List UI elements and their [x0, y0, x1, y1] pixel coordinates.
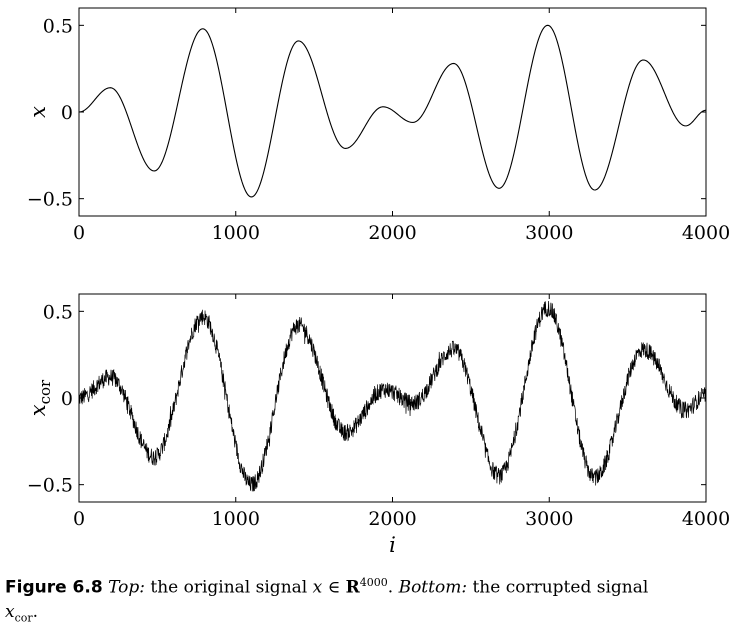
bottom-ylabel: xcor — [26, 379, 54, 416]
caption-top-label: Top: — [108, 577, 145, 598]
figure-number: Figure 6.8 — [5, 577, 103, 598]
bottom-xtick-label: 1000 — [212, 508, 260, 530]
top-xtick-label: 2000 — [368, 222, 416, 244]
bottom-xtick-label: 0 — [73, 508, 85, 530]
caption-top-text: the original signal — [144, 577, 313, 598]
caption-xcor: x — [5, 601, 15, 622]
top-series-x — [79, 24, 706, 198]
caption-end: . — [32, 601, 39, 622]
top-ytick-label: 0 — [61, 102, 73, 124]
top-xtick-label: 3000 — [525, 222, 573, 244]
bottom-xtick-label: 3000 — [525, 508, 573, 530]
top-xtick-label: 1000 — [212, 222, 260, 244]
caption-xcor-sub: cor — [14, 611, 33, 625]
bottom-xlabel: i — [389, 533, 396, 557]
caption-math-x: x — [312, 577, 323, 598]
figure: 0 1000 2000 3000 4000−0.500.5x 0 1000 2000 3000… — [26, 7, 730, 557]
bottom-ytick-label: 0 — [61, 388, 73, 410]
top-plot: 0 1000 2000 3000 4000−0.500.5x — [26, 7, 730, 244]
figure-caption: Figure 6.8 Top: the original signal x ∈ … — [5, 571, 735, 630]
top-xtick-label: 4000 — [682, 222, 730, 244]
bottom-series-x_cor — [79, 300, 706, 492]
bottom-ytick-label: 0.5 — [43, 301, 73, 323]
top-ytick-label: 0.5 — [43, 15, 73, 37]
top-plot-frame — [78, 7, 707, 217]
top-ytick-label: −0.5 — [27, 189, 73, 211]
caption-bottom-text: the corrupted signal — [467, 577, 649, 598]
caption-bottom-label: Bottom: — [398, 577, 468, 598]
caption-exp: 4000 — [359, 576, 388, 589]
bottom-xtick-label: 2000 — [368, 508, 416, 530]
caption-dot: . — [387, 577, 394, 598]
caption-R: R — [345, 577, 360, 598]
caption-in: ∈ — [322, 577, 346, 598]
top-xtick-label: 0 — [73, 222, 85, 244]
bottom-xtick-label: 4000 — [682, 508, 730, 530]
bottom-ytick-label: −0.5 — [27, 475, 73, 497]
top-ylabel: x — [26, 106, 50, 118]
